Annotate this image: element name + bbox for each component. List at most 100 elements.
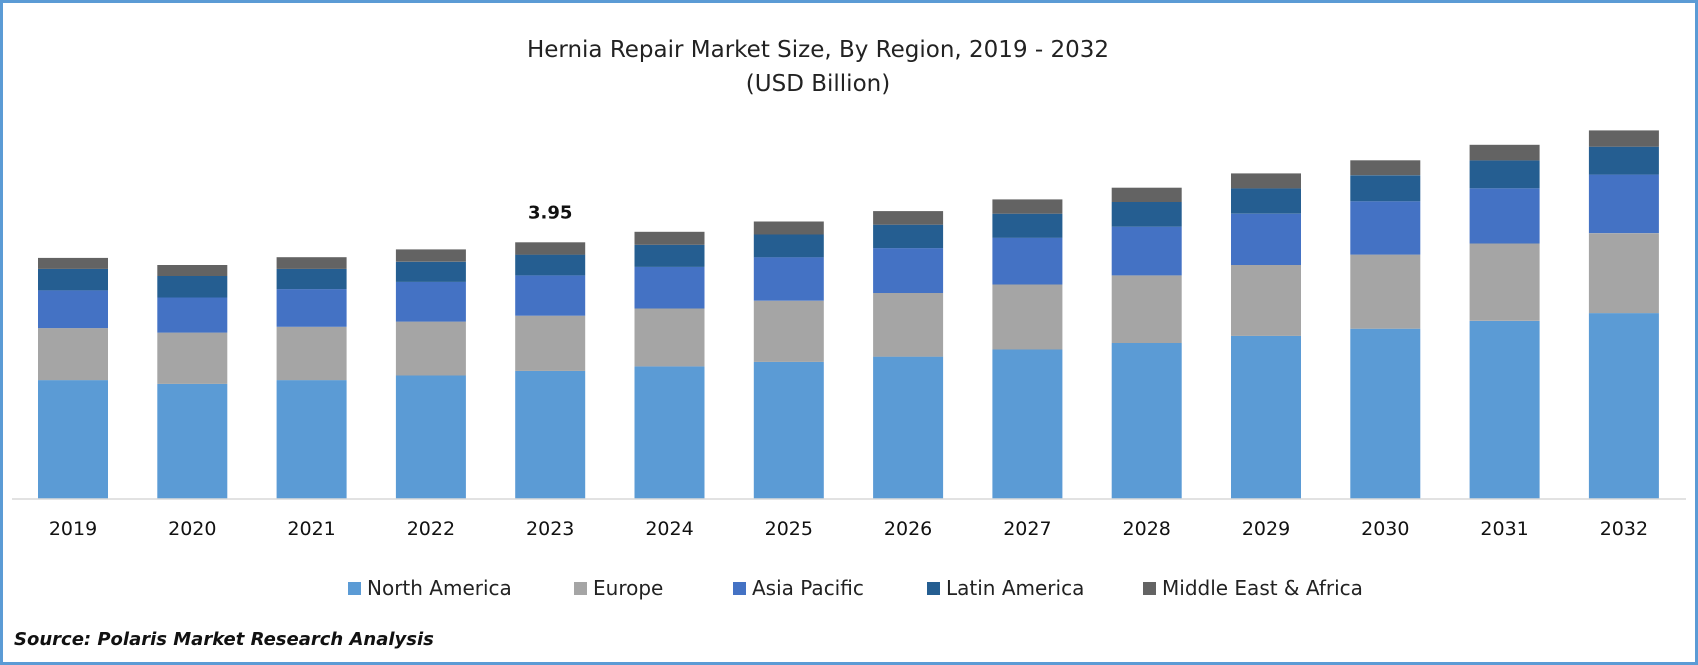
- legend-item-0: North America: [348, 576, 512, 600]
- bar-segment-2020-0: [157, 383, 228, 499]
- bar-segment-2029-2: [1231, 213, 1301, 265]
- x-tick-label-2023: 2023: [526, 518, 574, 540]
- bar-segment-2028-0: [1111, 343, 1182, 499]
- legend-swatch-4: [1143, 582, 1156, 595]
- legend-swatch-0: [348, 582, 361, 595]
- bars-layer: [38, 130, 1659, 499]
- bar-segment-2027-2: [992, 237, 1063, 285]
- bar-segment-2028-3: [1111, 202, 1182, 227]
- bar-segment-2031-4: [1469, 144, 1540, 161]
- legend-label-2: Asia Pacific: [752, 576, 864, 600]
- bar-segment-2021-2: [276, 289, 347, 327]
- x-tick-label-2030: 2030: [1361, 518, 1409, 540]
- bar-segment-2030-4: [1350, 160, 1421, 176]
- bar-segment-2026-2: [873, 248, 944, 293]
- bar-segment-2020-2: [157, 297, 228, 333]
- bar-segment-2028-1: [1111, 275, 1182, 343]
- bar-segment-2025-0: [753, 361, 824, 499]
- legend-swatch-2: [733, 582, 746, 595]
- legend-label-4: Middle East & Africa: [1162, 576, 1363, 600]
- data-label-2023: 3.95: [528, 202, 572, 223]
- bar-segment-2027-4: [992, 199, 1063, 214]
- bar-segment-2025-1: [753, 300, 824, 362]
- x-tick-label-2029: 2029: [1242, 518, 1290, 540]
- bar-segment-2026-0: [873, 356, 944, 499]
- bar-segment-2029-0: [1231, 335, 1301, 499]
- x-tick-label-2032: 2032: [1600, 518, 1648, 540]
- source-note: Source: Polaris Market Research Analysis: [14, 629, 434, 650]
- bar-segment-2020-3: [157, 276, 228, 298]
- bar-segment-2024-4: [634, 231, 705, 245]
- bar-segment-2032-1: [1588, 233, 1659, 314]
- bar-segment-2025-4: [753, 221, 824, 235]
- bar-segment-2021-0: [276, 380, 347, 499]
- bar-segment-2024-2: [634, 266, 705, 309]
- bar-segment-2029-3: [1231, 188, 1301, 214]
- data-labels: 3.95: [528, 202, 572, 223]
- bar-segment-2024-3: [634, 244, 705, 267]
- bar-segment-2022-2: [395, 281, 466, 322]
- legend-swatch-3: [927, 582, 940, 595]
- bar-segment-2020-4: [157, 265, 228, 276]
- x-tick-label-2031: 2031: [1480, 518, 1528, 540]
- bar-segment-2024-1: [634, 308, 705, 367]
- bar-segment-2019-2: [38, 290, 108, 329]
- bar-segment-2024-0: [634, 366, 705, 499]
- bar-segment-2019-4: [38, 257, 108, 269]
- bar-segment-2032-3: [1588, 146, 1659, 175]
- bar-segment-2026-1: [873, 293, 944, 357]
- bar-segment-2029-1: [1231, 265, 1301, 336]
- legend-item-2: Asia Pacific: [733, 576, 864, 600]
- bar-segment-2030-3: [1350, 175, 1421, 202]
- bar-segment-2031-0: [1469, 320, 1540, 499]
- bar-segment-2032-2: [1588, 174, 1659, 234]
- bar-segment-2025-3: [753, 234, 824, 258]
- bar-segment-2023-1: [515, 315, 586, 371]
- legend-label-1: Europe: [593, 576, 663, 600]
- bar-segment-2026-4: [873, 211, 944, 225]
- x-tick-label-2028: 2028: [1123, 518, 1171, 540]
- bar-segment-2019-0: [38, 380, 108, 499]
- chart-subtitle: (USD Billion): [746, 71, 890, 97]
- bar-segment-2023-4: [515, 242, 586, 255]
- bar-segment-2026-3: [873, 224, 944, 249]
- bar-segment-2021-3: [276, 268, 347, 290]
- bar-segment-2030-2: [1350, 201, 1421, 255]
- legend-item-4: Middle East & Africa: [1143, 576, 1363, 600]
- bar-segment-2019-1: [38, 328, 108, 381]
- bar-segment-2025-2: [753, 257, 824, 301]
- bar-segment-2022-1: [395, 321, 466, 376]
- bar-segment-2022-0: [395, 375, 466, 499]
- x-tick-label-2026: 2026: [884, 518, 932, 540]
- bar-segment-2027-1: [992, 284, 1063, 350]
- x-tick-labels: 2019 2020 2021 2022 2023 2024 2025 2026 2027 2028…: [49, 518, 1648, 540]
- bar-segment-2020-1: [157, 332, 228, 384]
- x-tick-label-2024: 2024: [645, 518, 693, 540]
- legend-label-3: Latin America: [946, 576, 1084, 600]
- bar-segment-2023-0: [515, 370, 586, 499]
- bar-segment-2027-3: [992, 213, 1063, 238]
- bar-segment-2021-1: [276, 326, 347, 381]
- x-tick-label-2025: 2025: [765, 518, 813, 540]
- bar-segment-2031-1: [1469, 243, 1540, 321]
- bar-segment-2023-2: [515, 275, 586, 316]
- bar-segment-2032-4: [1588, 130, 1659, 147]
- x-tick-label-2022: 2022: [407, 518, 455, 540]
- legend-label-0: North America: [367, 576, 512, 600]
- bar-segment-2022-3: [395, 261, 466, 282]
- x-tick-label-2020: 2020: [168, 518, 216, 540]
- bar-segment-2029-4: [1231, 173, 1301, 189]
- x-tick-label-2021: 2021: [287, 518, 335, 540]
- bar-segment-2022-4: [395, 249, 466, 262]
- bar-segment-2027-0: [992, 349, 1063, 499]
- chart-title: Hernia Repair Market Size, By Region, 20…: [527, 37, 1109, 63]
- bar-segment-2019-3: [38, 268, 108, 291]
- bar-segment-2030-0: [1350, 328, 1421, 499]
- bar-segment-2031-3: [1469, 160, 1540, 189]
- x-tick-label-2027: 2027: [1003, 518, 1051, 540]
- bar-segment-2023-3: [515, 254, 586, 276]
- legend-swatch-1: [574, 582, 587, 595]
- bar-segment-2032-0: [1588, 313, 1659, 499]
- legend: North America Europe Asia Pacific Latin Ame…: [348, 576, 1363, 600]
